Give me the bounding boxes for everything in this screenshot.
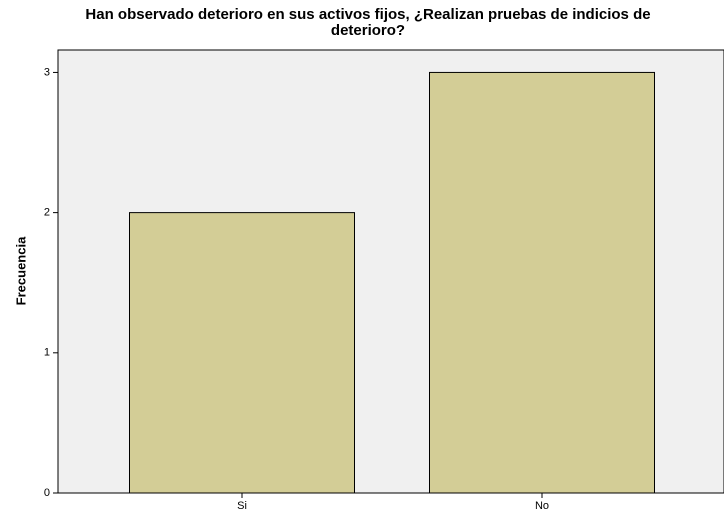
chart-title: deterioro? [331, 22, 405, 39]
y-tick-label: 1 [44, 347, 50, 359]
bar [129, 212, 355, 494]
x-tick-label: No [535, 500, 549, 512]
y-tick-label: 3 [44, 66, 50, 78]
x-tick-label: Si [237, 500, 247, 512]
y-axis-label: Frecuencia [13, 236, 28, 305]
chart-title: Han observado deterioro en sus activos f… [85, 6, 650, 23]
bar [429, 71, 655, 494]
y-tick-label: 0 [44, 487, 50, 499]
y-tick-label: 2 [44, 207, 50, 219]
